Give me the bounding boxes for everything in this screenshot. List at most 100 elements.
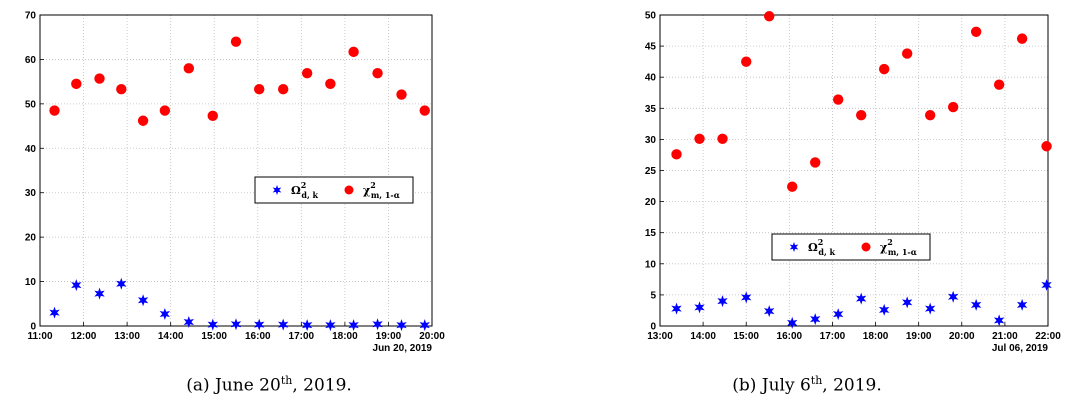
plot-frame bbox=[659, 14, 1049, 327]
series-omega-a bbox=[49, 277, 430, 332]
legend-label-sup: 2 bbox=[370, 180, 376, 190]
y-tick-label: 30 bbox=[645, 135, 657, 146]
x-tick-label: 16:00 bbox=[245, 331, 271, 342]
y-tick-label: 40 bbox=[645, 73, 657, 84]
data-point-circle bbox=[694, 133, 705, 144]
chart-panel-a: 0 10 20 30 40 50 60 70 11:00 12:00 13:00 14:00 15:00… bbox=[0, 11, 538, 396]
data-point-star bbox=[372, 318, 383, 331]
data-point-circle bbox=[137, 115, 149, 126]
y-tick-label: 40 bbox=[25, 144, 37, 155]
x-tick-label: 22:00 bbox=[1035, 331, 1061, 342]
data-point-circle bbox=[947, 101, 959, 113]
y-tick-label: 45 bbox=[645, 42, 657, 53]
data-point-star bbox=[878, 303, 890, 316]
x-tick-label: 20:00 bbox=[419, 331, 445, 342]
data-point-circle bbox=[254, 83, 265, 95]
y-tick-label: 50 bbox=[25, 99, 37, 110]
data-point-star bbox=[301, 319, 313, 332]
data-point-star bbox=[787, 316, 798, 329]
data-point-star bbox=[116, 277, 127, 290]
x-tick-label: 14:00 bbox=[690, 331, 716, 342]
series-chi-a bbox=[49, 36, 430, 126]
y-tick-label: 5 bbox=[650, 290, 656, 301]
x-tick-label: 11:00 bbox=[27, 331, 52, 342]
legend-label-sup: 2 bbox=[818, 237, 824, 247]
date-label: Jun 20, 2019 bbox=[373, 343, 433, 354]
data-point-star bbox=[207, 318, 218, 331]
x-tick-label: 13:00 bbox=[114, 331, 140, 342]
legend-marker-star bbox=[789, 242, 799, 252]
data-point-circle bbox=[1041, 141, 1052, 152]
data-point-circle bbox=[787, 181, 798, 192]
y-tick-label: 50 bbox=[645, 11, 657, 22]
data-point-circle bbox=[49, 105, 60, 116]
data-point-circle bbox=[924, 109, 936, 121]
x-tick-label: 17:00 bbox=[289, 331, 315, 342]
data-point-circle bbox=[116, 83, 127, 95]
series-omega-b bbox=[671, 278, 1052, 329]
legend-marker-circle bbox=[861, 242, 871, 252]
data-point-circle bbox=[419, 105, 430, 116]
data-point-star bbox=[230, 318, 242, 331]
y-tick-label: 20 bbox=[645, 197, 657, 208]
legend-label-sup: 2 bbox=[887, 237, 893, 247]
caption-a-sup: th bbox=[280, 374, 293, 387]
data-point-circle bbox=[301, 68, 313, 79]
legend-box bbox=[254, 176, 414, 204]
y-tick-label: 15 bbox=[645, 228, 657, 239]
legend-label-sub: m, 1-α bbox=[371, 190, 400, 200]
x-tick-label: 18:00 bbox=[332, 331, 358, 342]
x-tick-label: 15:00 bbox=[733, 331, 759, 342]
data-point-circle bbox=[348, 46, 359, 58]
data-point-star bbox=[277, 318, 289, 331]
data-point-circle bbox=[230, 36, 242, 47]
data-point-circle bbox=[855, 109, 867, 121]
data-point-circle bbox=[901, 48, 913, 59]
data-point-circle bbox=[1016, 33, 1028, 44]
data-point-star bbox=[741, 291, 752, 304]
data-point-star bbox=[833, 308, 844, 321]
y-tick-label: 10 bbox=[25, 277, 37, 288]
data-point-star bbox=[947, 290, 959, 303]
legend-label: Ω2 d, k bbox=[808, 237, 836, 257]
data-point-circle bbox=[396, 89, 407, 100]
caption-a: (a) June 20th, 2019. bbox=[0, 374, 538, 396]
data-point-star bbox=[717, 295, 728, 308]
date-label: Jul 06, 2019 bbox=[992, 343, 1049, 354]
legend-a: Ω2 d, k χ2 m, 1-α bbox=[254, 176, 414, 204]
data-point-circle bbox=[993, 79, 1005, 90]
y-tick-label: 0 bbox=[650, 322, 656, 333]
legend-label: χ2 m, 1-α bbox=[880, 237, 917, 257]
x-tick-label: 16:00 bbox=[777, 331, 803, 342]
legend-label-base: χ bbox=[363, 184, 370, 197]
data-point-circle bbox=[277, 83, 289, 95]
caption-b-sup: th bbox=[810, 374, 823, 387]
grid-a bbox=[39, 14, 433, 327]
caption-a-suffix: , 2019. bbox=[292, 375, 352, 396]
data-point-star bbox=[159, 308, 171, 320]
y-tick-label: 0 bbox=[30, 322, 36, 333]
x-tick-label: 15:00 bbox=[201, 331, 227, 342]
data-point-star bbox=[1041, 278, 1052, 291]
legend-box bbox=[771, 233, 931, 261]
data-point-star bbox=[671, 302, 682, 315]
legend-label-sub: d, k bbox=[301, 190, 318, 200]
data-point-star bbox=[901, 296, 913, 309]
x-tick-label: 13:00 bbox=[647, 331, 673, 342]
data-point-star bbox=[1016, 298, 1028, 311]
data-point-star bbox=[183, 316, 195, 328]
data-point-star bbox=[993, 314, 1005, 327]
grid-b bbox=[659, 14, 1049, 327]
legend-label-base: Ω bbox=[291, 184, 301, 197]
data-point-star bbox=[419, 319, 430, 332]
x-tick-label: 14:00 bbox=[158, 331, 184, 342]
plot-frame bbox=[39, 14, 433, 327]
data-point-star bbox=[71, 279, 82, 292]
data-point-star bbox=[94, 287, 105, 300]
data-point-circle bbox=[183, 63, 195, 74]
caption-a-prefix: (a) June 20 bbox=[186, 375, 281, 396]
x-tick-label: 21:00 bbox=[992, 331, 1018, 342]
x-tick-label: 12:00 bbox=[71, 331, 97, 342]
legend-marker-star bbox=[272, 185, 282, 195]
y-tick-label: 70 bbox=[25, 11, 37, 22]
